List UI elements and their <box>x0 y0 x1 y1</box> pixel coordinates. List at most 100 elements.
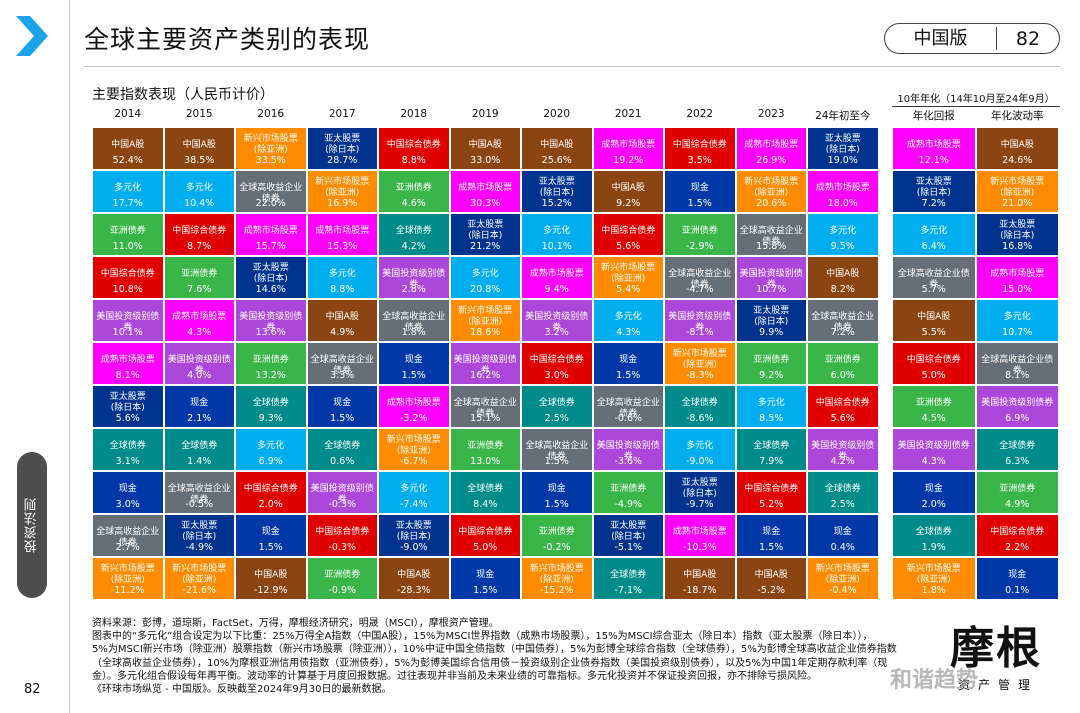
cell-asset-label: 全球债券 <box>109 441 146 451</box>
quilt-cell: 亚洲债券 7.6% <box>164 257 234 298</box>
cell-asset-label: 全球高收益企业债券 <box>96 527 160 548</box>
cell-value: 12.1% <box>918 155 949 166</box>
column-header: 2020 <box>543 108 571 120</box>
quilt-cell: 全球高收益企业债券 -0.6% <box>593 386 663 427</box>
cell-asset-label: 多元化 <box>920 226 948 236</box>
quilt-cell: 现金 1.5% <box>736 515 806 556</box>
quilt-cell: 中国A股 -12.9% <box>236 558 306 599</box>
cell-value: 25.6% <box>541 155 572 166</box>
quilt-cell: 中国综合债券 2.0% <box>236 472 306 513</box>
cell-value: 8.4% <box>473 499 498 510</box>
quilt-cell: 新兴市场股票 (除亚洲) 5.4% <box>593 257 663 298</box>
cell-asset-label: 亚太股票 (除日本) <box>252 263 289 284</box>
cell-value: 0.6% <box>330 456 355 467</box>
cell-asset-label: 亚太股票 (除日本) <box>109 392 146 413</box>
cell-asset-label: 中国A股 <box>826 269 860 279</box>
cell-value: 5.6% <box>830 413 855 424</box>
cell-asset-label: 全球高收益企业债券 <box>811 312 875 333</box>
chart-title: 主要指数表现（人民币计价） <box>92 87 274 103</box>
quilt-cell: 新兴市场股票 (除亚洲) 20.6% <box>736 171 806 212</box>
quilt-cell: 多元化 6.9% <box>236 429 306 470</box>
cell-value: 7.9% <box>759 456 784 467</box>
cell-asset-label: 美国投资级别债券 <box>96 312 160 333</box>
cell-value: 3.5% <box>687 155 712 166</box>
cell-asset-label: 亚洲债券 <box>324 570 361 580</box>
cell-value: -4.7% <box>685 284 714 295</box>
quilt-cell: 全球高收益企业债券 -4.7% <box>665 257 735 298</box>
cell-asset-label: 现金 <box>118 484 137 494</box>
quilt-cell: 中国A股 38.5% <box>164 128 234 169</box>
cell-asset-label: 美国投资级别债券 <box>239 312 303 333</box>
cell-value: 4.2% <box>401 241 426 252</box>
quilt-cell: 新兴市场股票 (除亚洲) -0.4% <box>808 558 878 599</box>
quilt-cell: 中国综合债券 5.2% <box>736 472 806 513</box>
cell-value: 15.2% <box>541 198 572 209</box>
cell-value: 5.2% <box>759 499 784 510</box>
footnote-line: 《环球市场纵览 - 中国版》。反映截至2024年9月30日的最新数据。 <box>92 684 392 696</box>
quilt-cell: 全球债券 4.2% <box>379 214 449 255</box>
quilt-cell: 新兴市场股票 (除亚洲) -11.2% <box>93 558 163 599</box>
cell-value: 19.0% <box>827 155 858 166</box>
left-rail: 投资法则 82 <box>0 0 70 713</box>
cell-asset-label: 全球高收益企业债券 <box>453 398 517 419</box>
quilt-cell: 成熟市场股票 15.3% <box>307 214 377 255</box>
quilt-cell: 亚洲债券 9.2% <box>736 343 806 384</box>
quilt-cell: 全球债券 9.3% <box>236 386 306 427</box>
quilt-cell: 多元化 10.1% <box>522 214 592 255</box>
cell-asset-label: 成熟市场股票 <box>990 269 1045 279</box>
cell-value: -5.1% <box>614 542 643 553</box>
cell-value: -11.2% <box>110 585 145 596</box>
quilt-cell: 亚太股票 (除日本) 14.6% <box>236 257 306 298</box>
quilt-cell: 美国投资级别债券 10.1% <box>93 300 163 341</box>
cell-asset-label: 美国投资级别债券 <box>897 441 970 451</box>
quilt-cell: 全球债券 2.5% <box>808 472 878 513</box>
quilt-cell: 亚太股票 (除日本) 21.2% <box>450 214 520 255</box>
cell-value: 20.6% <box>756 198 787 209</box>
cell-asset-label: 全球高收益企业债券 <box>897 269 970 290</box>
cell-asset-label: 亚洲债券 <box>395 183 432 193</box>
cell-asset-label: 新兴市场股票 (除亚洲) <box>386 435 441 456</box>
quilt-cell: 全球高收益企业债券 8.1% <box>976 343 1058 384</box>
cell-value: 7.6% <box>187 284 212 295</box>
quilt-cell: 全球高收益企业债券 -0.5% <box>164 472 234 513</box>
quilt-cell: 全球高收益企业债券 15.1% <box>450 386 520 427</box>
quilt-cell: 中国A股 33.0% <box>450 128 520 169</box>
cell-value: -3.2% <box>399 413 428 424</box>
quilt-cell: 中国A股 8.2% <box>808 257 878 298</box>
cell-asset-label: 中国A股 <box>182 140 216 150</box>
quilt-cell: 亚太股票 (除日本) -5.1% <box>593 515 663 556</box>
quilt-cell: 多元化 6.4% <box>893 214 975 255</box>
cell-asset-label: 亚太股票 (除日本) <box>467 220 504 241</box>
cell-value: 6.4% <box>921 241 946 252</box>
quilt-cell: 亚洲债券 13.2% <box>236 343 306 384</box>
cell-asset-label: 成熟市场股票 <box>906 140 961 150</box>
cell-value: 10.4% <box>184 198 215 209</box>
cell-value: 13.0% <box>470 456 501 467</box>
cell-asset-label: 美国投资级别债券 <box>310 484 374 505</box>
cell-value: -9.7% <box>685 499 714 510</box>
quilt-cell: 美国投资级别债券 6.9% <box>976 386 1058 427</box>
cell-asset-label: 现金 <box>190 398 209 408</box>
quilt-cell: 多元化 -7.4% <box>379 472 449 513</box>
quilt-cell: 多元化 17.7% <box>93 171 163 212</box>
cell-asset-label: 亚太股票 (除日本) <box>324 134 361 155</box>
cell-asset-label: 中国综合债券 <box>172 226 227 236</box>
cell-asset-label: 多元化 <box>614 312 642 322</box>
cell-asset-label: 现金 <box>924 484 943 494</box>
footnote-line: 5%为MSCI新兴市场（除亚洲）股票指数（新兴市场股票（除亚洲）），10%中证中… <box>92 644 897 656</box>
cell-asset-label: 全球高收益企业债券 <box>739 226 803 247</box>
section-tab[interactable]: 投资法则 <box>17 452 47 598</box>
cell-asset-label: 新兴市场股票 (除亚洲) <box>744 177 799 198</box>
quilt-cell: 亚洲债券 4.5% <box>893 386 975 427</box>
quilt-cell: 亚太股票 (除日本) 19.0% <box>808 128 878 169</box>
quilt-cell: 全球债券 0.6% <box>307 429 377 470</box>
cell-value: 6.9% <box>258 456 283 467</box>
quilt-cell: 成熟市场股票 8.1% <box>93 343 163 384</box>
quilt-cell: 美国投资级别债券 13.6% <box>236 300 306 341</box>
quilt-cell: 成熟市场股票 30.3% <box>450 171 520 212</box>
cell-value: 10.1% <box>541 241 572 252</box>
cell-value: 4.3% <box>187 327 212 338</box>
quilt-cell: 中国综合债券 8.8% <box>379 128 449 169</box>
column-header: 2015 <box>185 108 213 120</box>
cell-value: 4.6% <box>401 198 426 209</box>
